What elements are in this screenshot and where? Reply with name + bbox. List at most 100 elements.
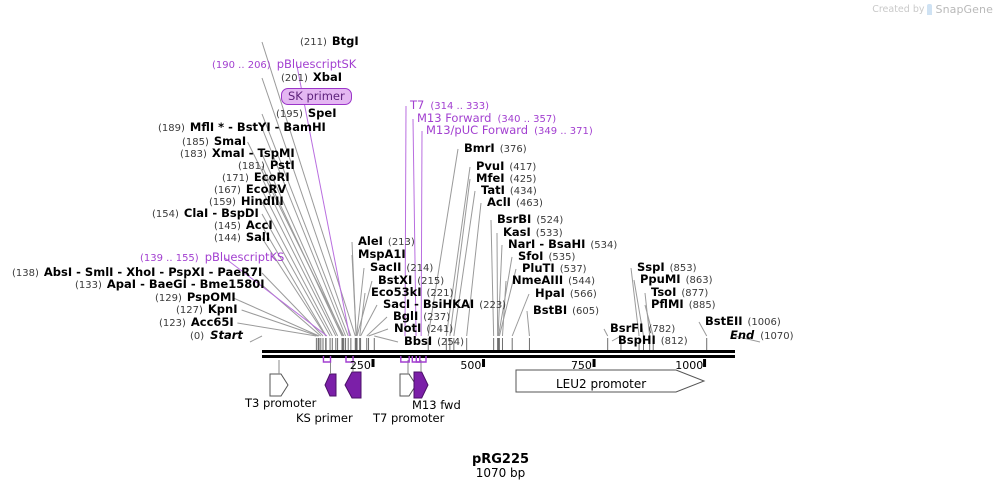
enzyme-position: (211) bbox=[300, 37, 327, 48]
enzyme-position: (877) bbox=[681, 288, 709, 299]
feature-label[interactable]: (190 .. 206) pBluescriptSK bbox=[212, 58, 356, 71]
enzyme-name: SalI bbox=[245, 230, 271, 244]
enzyme-name: EcoRI bbox=[253, 170, 290, 184]
leader-line bbox=[368, 328, 389, 337]
feature-label[interactable]: M13/pUC Forward (349 .. 371) bbox=[426, 123, 593, 137]
enzyme-label[interactable]: (144) SalI bbox=[214, 230, 271, 244]
enzyme-position: (221) bbox=[426, 288, 454, 299]
enzyme-label[interactable]: BglI (237) bbox=[393, 309, 450, 323]
enzyme-label[interactable]: TsoI (877) bbox=[651, 286, 709, 299]
enzyme-label[interactable]: BstEII (1006) bbox=[705, 315, 781, 328]
leader-line bbox=[359, 292, 366, 337]
enzyme-label[interactable]: AleI (213) bbox=[358, 235, 415, 248]
enzyme-label[interactable]: (133) ApaI - BaeGI - Bme1580I bbox=[75, 278, 265, 291]
feature-label[interactable]: (139 .. 155) pBluescriptKS bbox=[140, 250, 285, 264]
enzyme-label[interactable]: NotI (241) bbox=[394, 322, 453, 335]
enzyme-label[interactable]: (129) PspOMI bbox=[155, 291, 236, 304]
enzyme-label[interactable]: HpaI (566) bbox=[535, 286, 597, 300]
enzyme-name: PvuI bbox=[476, 159, 505, 173]
enzyme-label[interactable]: (127) KpnI bbox=[176, 303, 238, 316]
leader-line bbox=[249, 335, 263, 343]
enzyme-label[interactable]: PluTI (537) bbox=[522, 262, 587, 275]
enzyme-name: SmaI bbox=[213, 134, 247, 148]
feature-arrow-ks-primer[interactable] bbox=[324, 373, 337, 397]
feature-arrow-t3-promoter[interactable] bbox=[269, 373, 289, 397]
endpoint-position: (1070) bbox=[760, 331, 794, 342]
feature-range-bracket bbox=[322, 356, 332, 363]
enzyme-label[interactable]: (154) ClaI - BspDI bbox=[152, 207, 259, 220]
enzyme-name: BglI bbox=[393, 309, 419, 323]
enzyme-label[interactable]: PpuMI (863) bbox=[640, 273, 712, 286]
enzyme-label[interactable]: (183) XmaI - TspMI bbox=[180, 147, 295, 160]
enzyme-label[interactable]: (195) SpeI bbox=[276, 107, 336, 120]
leader-line bbox=[351, 254, 357, 337]
endpoint-name: Start bbox=[210, 328, 243, 342]
feature-name: M13/pUC Forward bbox=[426, 123, 529, 137]
enzyme-label[interactable]: AclI (463) bbox=[487, 196, 543, 209]
enzyme-position: (254) bbox=[437, 337, 465, 348]
feature-name: M13 Forward bbox=[417, 111, 492, 125]
feature-range: (349 .. 371) bbox=[534, 126, 593, 137]
enzyme-name: MflI * - BstYI - BamHI bbox=[189, 120, 326, 134]
feature-name: pBluescriptKS bbox=[204, 250, 285, 264]
feature-range-bracket bbox=[400, 356, 410, 363]
enzyme-label[interactable]: BstXI (215) bbox=[378, 273, 444, 287]
leader-line bbox=[374, 335, 399, 343]
leader-line bbox=[261, 177, 339, 337]
enzyme-position: (566) bbox=[569, 289, 597, 300]
enzyme-position: (183) bbox=[180, 149, 207, 160]
primer-badge[interactable]: SK primer bbox=[281, 88, 352, 106]
feature-leader-line bbox=[412, 118, 417, 337]
enzyme-label[interactable]: (145) AccI bbox=[214, 219, 273, 232]
enzyme-label[interactable]: NmeAIII (544) bbox=[512, 274, 595, 287]
enzyme-label[interactable]: BbsI (254) bbox=[404, 335, 465, 348]
enzyme-label[interactable]: MfeI (425) bbox=[476, 172, 536, 185]
enzyme-label[interactable]: PflMI (885) bbox=[651, 298, 716, 311]
enzyme-name: KasI bbox=[503, 225, 531, 239]
leader-line bbox=[261, 77, 352, 337]
enzyme-label[interactable]: (123) Acc65I bbox=[159, 315, 234, 329]
feature-label[interactable]: M13 Forward (340 .. 357) bbox=[417, 111, 556, 125]
enzyme-label[interactable]: BmrI (376) bbox=[464, 142, 527, 155]
enzyme-label[interactable]: Eco53kI (221) bbox=[371, 286, 454, 299]
enzyme-label[interactable]: (138) AbsI - SmlI - XhoI - PspXI - PaeR7I bbox=[12, 266, 262, 279]
feature-arrow-m13-fwd[interactable] bbox=[413, 371, 429, 399]
feature-range-bracket bbox=[345, 356, 354, 363]
feature-range-bracket bbox=[415, 356, 427, 363]
enzyme-label[interactable]: (189) MflI * - BstYI - BamHI bbox=[158, 120, 326, 134]
leader-line bbox=[498, 268, 517, 337]
feature-arrow-leu2-promoter[interactable] bbox=[515, 369, 706, 393]
enzyme-label[interactable]: (211) BtgI bbox=[300, 35, 359, 48]
enzyme-label[interactable]: BspHI (812) bbox=[618, 334, 688, 347]
enzyme-position: (223) bbox=[479, 300, 507, 311]
enzyme-label[interactable]: PvuI (417) bbox=[476, 159, 537, 173]
enzyme-label[interactable]: SacII (214) bbox=[370, 261, 433, 274]
enzyme-label[interactable]: NarI - BsaHI (534) bbox=[508, 238, 617, 251]
enzyme-label[interactable]: (159) HindIII bbox=[209, 195, 284, 208]
enzyme-label[interactable]: TatI (434) bbox=[481, 184, 537, 197]
enzyme-position: (417) bbox=[509, 162, 537, 173]
enzyme-label[interactable]: (185) SmaI bbox=[182, 134, 247, 148]
enzyme-label[interactable]: BstBI (605) bbox=[533, 304, 599, 317]
leader-line bbox=[356, 280, 373, 337]
enzyme-label[interactable]: SfoI (535) bbox=[518, 250, 575, 263]
snapgene-watermark: Created by SnapGene bbox=[872, 3, 993, 16]
feature-label[interactable]: T7 (314 .. 333) bbox=[410, 99, 489, 112]
enzyme-label[interactable]: (201) XbaI bbox=[281, 71, 342, 84]
enzyme-position: (167) bbox=[214, 185, 241, 196]
enzyme-label[interactable]: SspI (853) bbox=[637, 261, 697, 274]
feature-arrow-unnamed[interactable] bbox=[344, 371, 362, 399]
enzyme-position: (154) bbox=[152, 209, 179, 220]
enzyme-label[interactable]: KasI (533) bbox=[503, 225, 563, 239]
enzyme-name: Acc65I bbox=[190, 315, 234, 329]
enzyme-label[interactable]: BsrBI (524) bbox=[497, 213, 563, 226]
enzyme-label[interactable]: MspA1I bbox=[358, 248, 411, 261]
enzyme-label[interactable]: (171) EcoRI bbox=[222, 170, 290, 184]
enzyme-label[interactable]: (167) EcoRV bbox=[214, 183, 286, 196]
enzyme-label[interactable]: BsrFI (782) bbox=[610, 322, 675, 335]
enzyme-label[interactable]: SacI - BsiHKAI (223) bbox=[383, 298, 507, 311]
enzyme-name: HpaI bbox=[535, 286, 565, 300]
enzyme-name: BstXI bbox=[378, 273, 413, 287]
leader-line bbox=[261, 113, 349, 337]
enzyme-label[interactable]: (181) PstI bbox=[238, 159, 295, 172]
